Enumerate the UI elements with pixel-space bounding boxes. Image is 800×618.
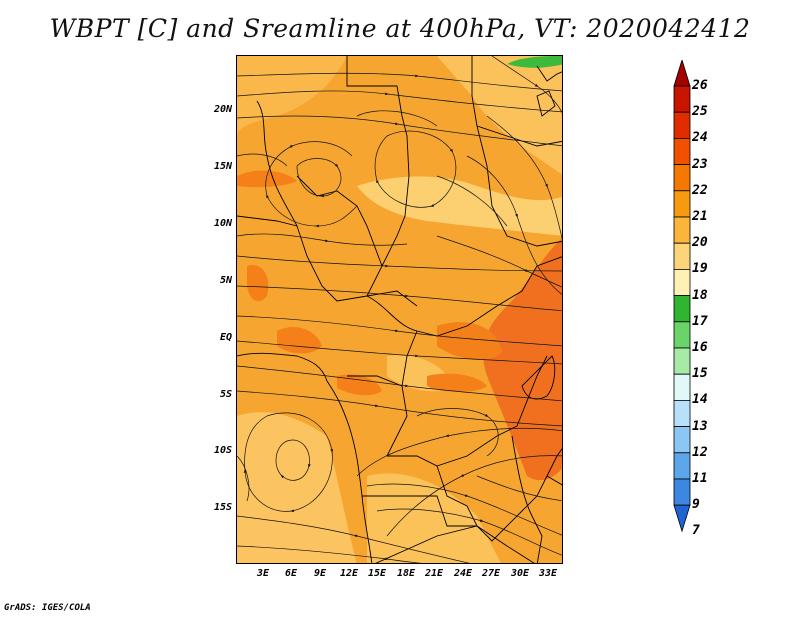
colorbar-label: 16 xyxy=(692,340,708,355)
colorbar-swatch xyxy=(673,111,691,139)
colorbar-label: 15 xyxy=(692,366,708,382)
x-tick-label: 3E xyxy=(256,568,270,579)
colorbar-label: 19 xyxy=(692,261,708,277)
colorbar-swatch xyxy=(673,399,691,427)
colorbar-label: 22 xyxy=(692,182,708,198)
streamlines xyxy=(237,56,562,563)
colorbar-swatch xyxy=(673,164,691,192)
y-tick-label: EQ xyxy=(219,332,232,343)
colorbar-swatch xyxy=(673,295,691,323)
colorbar-swatch xyxy=(673,242,691,270)
x-tick-label: 15E xyxy=(367,568,387,579)
colorbar-swatch xyxy=(673,452,691,480)
colorbar-label: 24 xyxy=(692,130,708,146)
wbpt-patch-light xyxy=(437,56,562,175)
colorbar-label: 7 xyxy=(692,523,700,539)
colorbar-label: 14 xyxy=(692,392,708,408)
colorbar-label: 11 xyxy=(692,471,708,486)
grads-credit: GrADS: IGES/COLA xyxy=(4,603,91,613)
colorbar-swatch xyxy=(673,85,691,113)
wbpt-patch-light xyxy=(237,56,347,136)
x-tick-label: 24E xyxy=(453,568,473,579)
y-tick-label: 5N xyxy=(219,275,232,286)
wbpt-patch-warm xyxy=(337,374,382,396)
colorbar-swatch xyxy=(673,190,691,218)
x-tick-label: 18E xyxy=(396,568,416,579)
colorbar-swatch xyxy=(673,347,691,375)
colorbar-swatch xyxy=(673,426,691,454)
colorbar-swatch xyxy=(673,373,691,401)
colorbar-swatch xyxy=(673,321,691,349)
colorbar-label: 23 xyxy=(692,156,708,172)
colorbar-label: 18 xyxy=(692,287,708,303)
x-tick-label: 30E xyxy=(510,568,530,579)
wbpt-patch-green xyxy=(507,56,562,68)
colorbar-label: 17 xyxy=(692,313,708,329)
y-tick-label: 15S xyxy=(213,502,232,513)
map-title: WBPT [C] and Sreamline at 400hPa, VT: 20… xyxy=(49,14,751,43)
x-tick-label: 21E xyxy=(424,568,444,579)
y-tick-label: 20N xyxy=(213,104,232,115)
wbpt-patch-warm xyxy=(277,326,322,354)
y-tick-label: 10S xyxy=(213,445,232,456)
wbpt-patch-warm xyxy=(427,373,487,392)
colorbar-top-arrow xyxy=(673,60,691,87)
colorbar-swatch xyxy=(673,478,691,506)
colorbar-label: 12 xyxy=(692,444,708,460)
y-tick-label: 15N xyxy=(213,161,232,172)
x-tick-label: 33E xyxy=(538,568,558,579)
colorbar-swatch xyxy=(673,138,691,166)
colorbar-swatch xyxy=(673,216,691,244)
map-panel xyxy=(236,55,563,564)
y-tick-label: 5S xyxy=(219,389,232,400)
x-tick-label: 27E xyxy=(481,568,501,579)
colorbar-label: 20 xyxy=(692,235,708,251)
colorbar-swatch xyxy=(673,268,691,296)
x-tick-label: 12E xyxy=(339,568,359,579)
colorbar-label: 26 xyxy=(692,78,708,93)
y-tick-label: 10N xyxy=(213,218,232,229)
colorbar-label: 9 xyxy=(692,497,700,513)
colorbar-label: 13 xyxy=(692,418,708,434)
wbpt-patch-warm xyxy=(483,237,562,481)
colorbar-bottom-arrow xyxy=(673,504,691,533)
wbpt-patch-warm xyxy=(437,322,502,361)
x-tick-label: 6E xyxy=(284,568,298,579)
colorbar-label: 25 xyxy=(692,104,708,120)
wbpt-patch-warm xyxy=(247,265,269,302)
x-tick-label: 9E xyxy=(313,568,327,579)
wbpt-streamline-map xyxy=(237,56,562,563)
colorbar xyxy=(673,60,691,533)
colorbar-label: 21 xyxy=(692,209,708,224)
